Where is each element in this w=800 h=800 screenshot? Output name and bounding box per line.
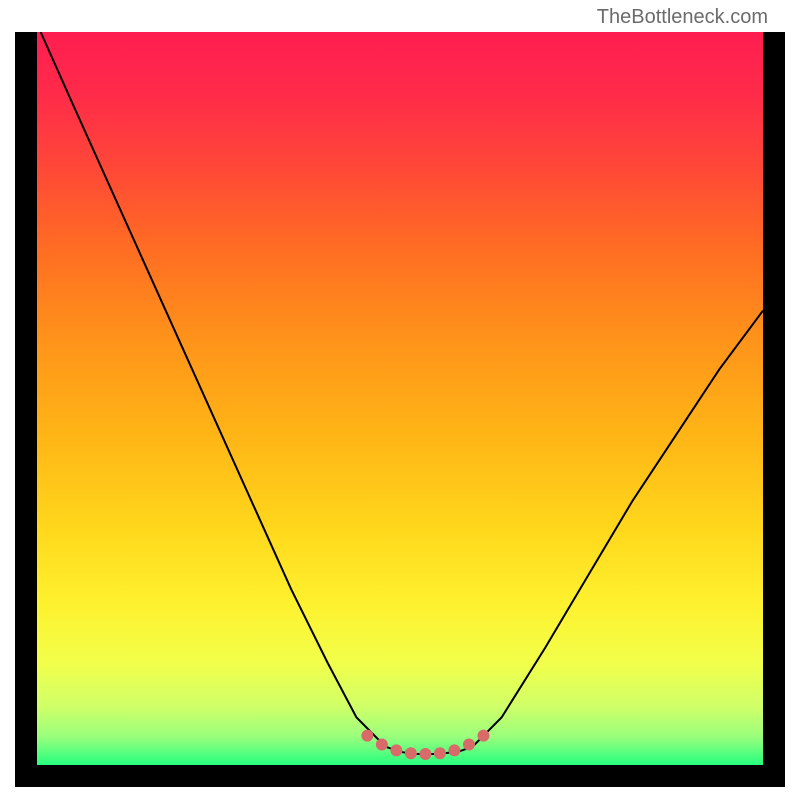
chart-svg xyxy=(37,32,763,765)
chart-frame xyxy=(15,32,785,787)
marker-dot xyxy=(434,747,446,759)
plot-area xyxy=(37,32,763,765)
marker-dot xyxy=(376,738,388,750)
marker-dot xyxy=(405,747,417,759)
marker-dot xyxy=(419,748,431,760)
marker-dot xyxy=(448,744,460,756)
chart-background xyxy=(37,32,763,765)
marker-dot xyxy=(361,730,373,742)
marker-dot xyxy=(463,738,475,750)
marker-dot xyxy=(477,730,489,742)
marker-dot xyxy=(390,744,402,756)
watermark-text: TheBottleneck.com xyxy=(597,6,768,29)
